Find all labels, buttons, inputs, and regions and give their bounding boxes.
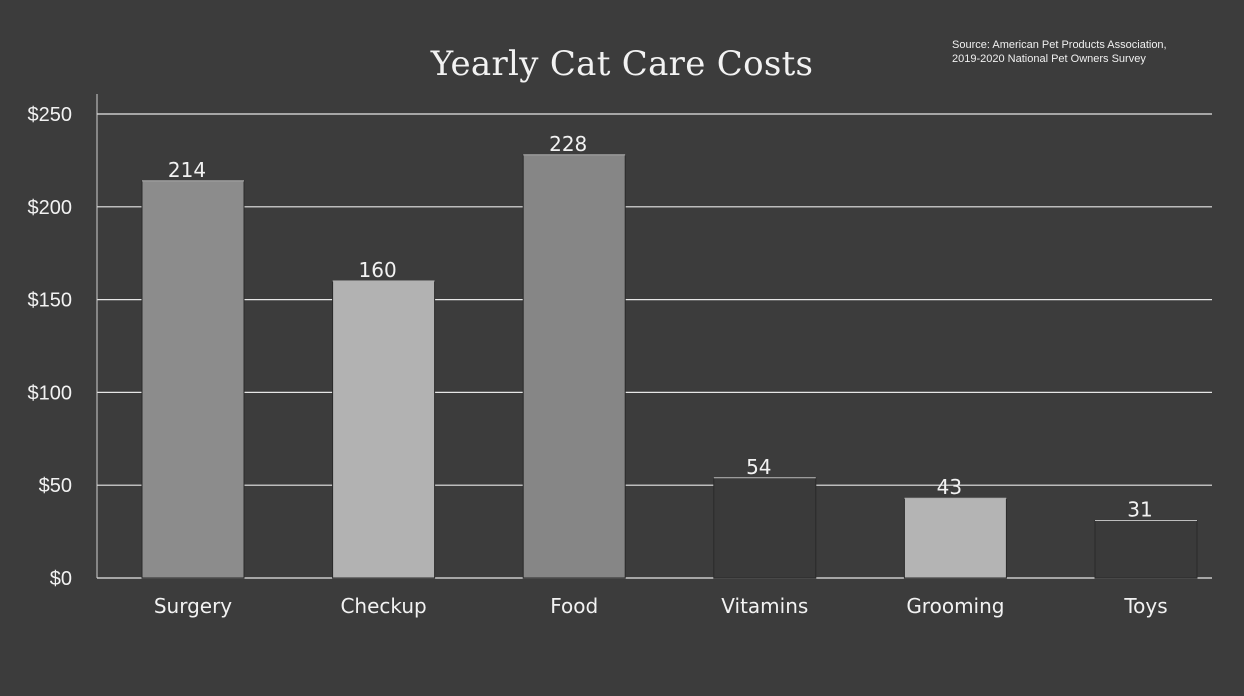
data-label-food: 228 — [549, 132, 587, 156]
y-tick-label: $50 — [39, 475, 72, 497]
bar-toys — [1094, 519, 1198, 579]
y-tick-label: $100 — [28, 382, 73, 404]
data-label-vitamins: 54 — [746, 455, 771, 479]
x-tick-label-surgery: Surgery — [154, 594, 232, 618]
chart-source-note: Source: American Pet Products Associatio… — [952, 38, 1167, 66]
source-line-2: 2019-2020 National Pet Owners Survey — [952, 53, 1146, 65]
x-tick-label-toys: Toys — [1123, 594, 1167, 618]
bar-vitamins — [713, 477, 817, 579]
chart-title: Yearly Cat Care Costs — [430, 44, 814, 84]
bar-checkup — [332, 280, 436, 579]
y-tick-label: $200 — [28, 197, 73, 219]
x-tick-label-vitamins: Vitamins — [721, 594, 808, 618]
data-label-grooming: 43 — [937, 475, 962, 499]
bar-grooming — [903, 497, 1007, 579]
data-label-toys: 31 — [1127, 497, 1152, 521]
source-line-1: Source: American Pet Products Associatio… — [952, 39, 1167, 51]
bar-surgery — [141, 180, 245, 579]
y-tick-label: $0 — [50, 568, 72, 590]
data-label-checkup: 160 — [359, 258, 397, 282]
x-tick-label-checkup: Checkup — [340, 594, 426, 618]
x-tick-label-food: Food — [550, 594, 598, 618]
y-tick-label: $250 — [28, 104, 73, 126]
x-tick-label-grooming: Grooming — [906, 594, 1004, 618]
data-label-surgery: 214 — [168, 158, 206, 182]
bar-food — [522, 154, 626, 579]
y-tick-label: $150 — [28, 290, 73, 312]
